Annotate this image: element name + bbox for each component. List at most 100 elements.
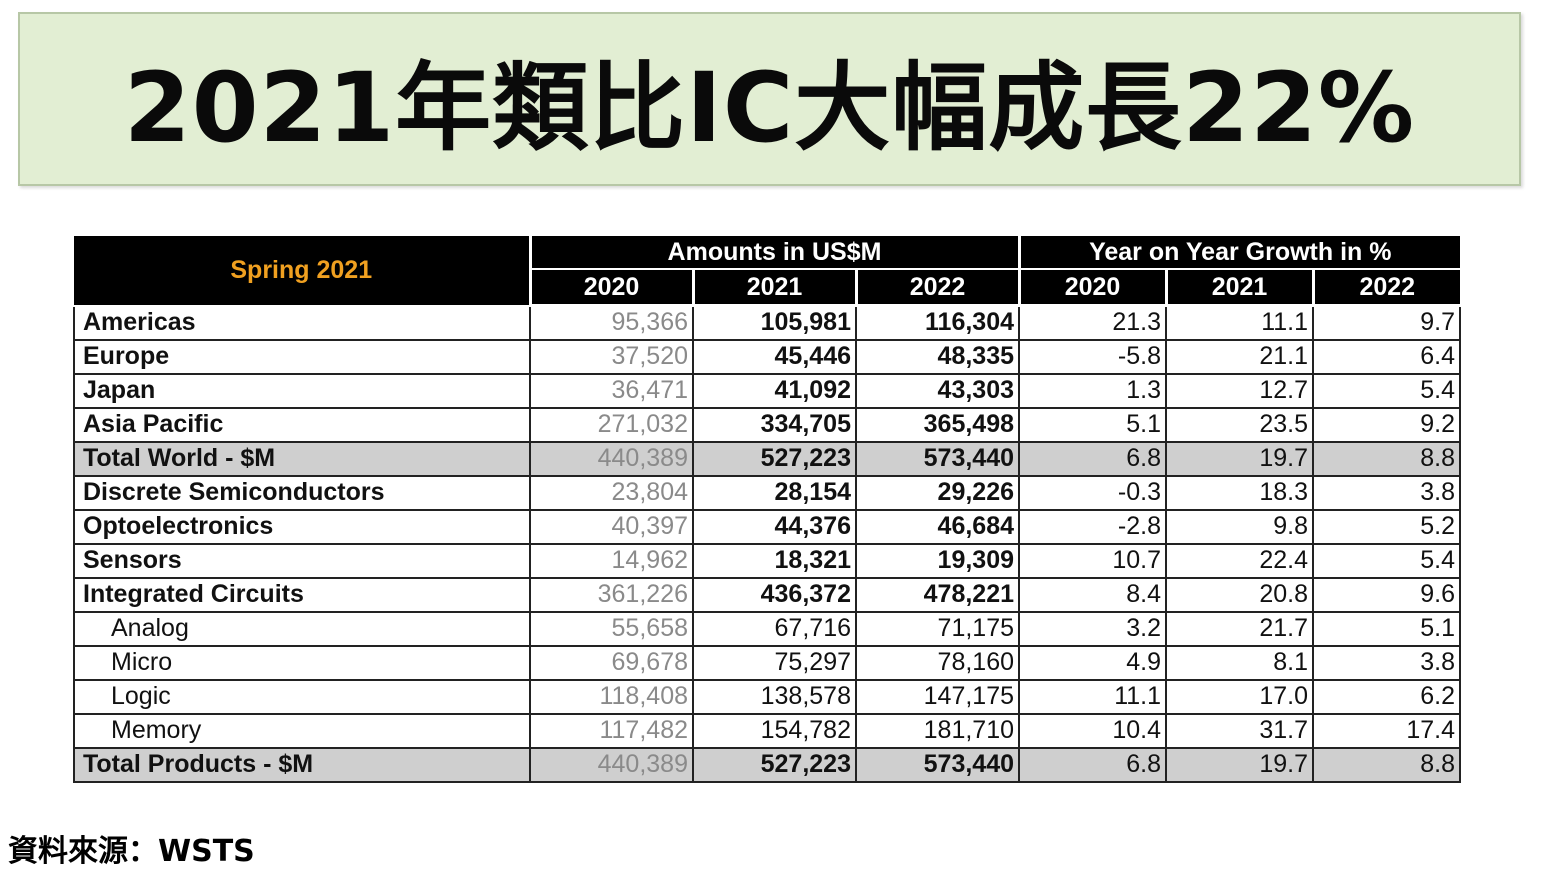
growth-cell: 3.8 xyxy=(1312,644,1462,681)
amount-cell: 41,092 xyxy=(692,372,857,409)
amount-cell: 14,962 xyxy=(529,542,694,579)
amount-cell: 527,223 xyxy=(692,440,857,477)
table-row: Europe 37,520 45,446 48,335 -5.8 21.1 6.4 xyxy=(73,338,1462,375)
growth-cell: 8.1 xyxy=(1165,644,1315,681)
growth-cell: 22.4 xyxy=(1165,542,1315,579)
amount-cell: 44,376 xyxy=(692,508,857,545)
semiconductor-market-table: Spring 2021 Amounts in US$M Year on Year… xyxy=(73,236,1462,783)
table-row: Micro 69,678 75,297 78,160 4.9 8.1 3.8 xyxy=(73,644,1462,681)
growth-cell: 4.9 xyxy=(1018,644,1168,681)
growth-cell: 3.8 xyxy=(1312,474,1462,511)
amount-cell: 436,372 xyxy=(692,576,857,613)
table-row: Sensors 14,962 18,321 19,309 10.7 22.4 5.4 xyxy=(73,542,1462,579)
table-row: Discrete Semiconductors 23,804 28,154 29,22… xyxy=(73,474,1462,511)
row-label: Total World - $M xyxy=(73,440,531,477)
amount-cell: 181,710 xyxy=(854,712,1021,749)
amount-cell: 138,578 xyxy=(692,678,857,715)
growth-cell: 5.1 xyxy=(1018,406,1168,443)
amount-cell: 19,309 xyxy=(854,542,1021,579)
source-note: 資料來源：WSTS xyxy=(8,834,255,869)
row-label: Americas xyxy=(73,304,531,341)
amount-cell: 78,160 xyxy=(854,644,1021,681)
growth-cell: 8.8 xyxy=(1312,746,1462,783)
growth-cell: 6.8 xyxy=(1018,440,1168,477)
growth-cell: 17.4 xyxy=(1312,712,1462,749)
amount-cell: 573,440 xyxy=(854,440,1021,477)
table-row: Japan 36,471 41,092 43,303 1.3 12.7 5.4 xyxy=(73,372,1462,409)
amount-cell: 29,226 xyxy=(854,474,1021,511)
amount-cell: 478,221 xyxy=(854,576,1021,613)
amount-cell: 67,716 xyxy=(692,610,857,647)
growth-cell: 6.2 xyxy=(1312,678,1462,715)
growth-year-header: 2022 xyxy=(1311,269,1461,307)
table-total-row: Total Products - $M 440,389 527,223 573,440… xyxy=(73,746,1462,783)
growth-cell: 12.7 xyxy=(1165,372,1315,409)
growth-cell: 31.7 xyxy=(1165,712,1315,749)
growth-cell: 6.4 xyxy=(1312,338,1462,375)
growth-cell: 19.7 xyxy=(1165,440,1315,477)
amount-cell: 23,804 xyxy=(529,474,694,511)
amount-cell: 55,658 xyxy=(529,610,694,647)
amount-cell: 440,389 xyxy=(529,746,694,783)
amount-cell: 95,366 xyxy=(529,304,694,341)
row-label: Optoelectronics xyxy=(73,508,531,545)
row-label: Memory xyxy=(73,712,531,749)
amount-cell: 117,482 xyxy=(529,712,694,749)
table-row: Logic 118,408 138,578 147,175 11.1 17.0 6.2 xyxy=(73,678,1462,715)
growth-cell: 1.3 xyxy=(1018,372,1168,409)
amount-cell: 527,223 xyxy=(692,746,857,783)
table-row: Memory 117,482 154,782 181,710 10.4 31.7 17.4 xyxy=(73,712,1462,749)
amount-cell: 116,304 xyxy=(854,304,1021,341)
growth-cell: 18.3 xyxy=(1165,474,1315,511)
growth-cell: 20.8 xyxy=(1165,576,1315,613)
amount-year-header: 2021 xyxy=(691,269,856,307)
growth-cell: 5.4 xyxy=(1312,542,1462,579)
amount-cell: 40,397 xyxy=(529,508,694,545)
row-label: Europe xyxy=(73,338,531,375)
amount-cell: 147,175 xyxy=(854,678,1021,715)
row-label: Discrete Semiconductors xyxy=(73,474,531,511)
amount-cell: 45,446 xyxy=(692,338,857,375)
row-label: Total Products - $M xyxy=(73,746,531,783)
amount-year-header: 2020 xyxy=(528,269,693,307)
table-row: Americas 95,366 105,981 116,304 21.3 11.1 9.7 xyxy=(73,304,1462,341)
amount-cell: 36,471 xyxy=(529,372,694,409)
row-label: Integrated Circuits xyxy=(73,576,531,613)
growth-year-header: 2021 xyxy=(1164,269,1314,307)
table-row: Asia Pacific 271,032 334,705 365,498 5.1 23.5… xyxy=(73,406,1462,443)
amount-cell: 43,303 xyxy=(854,372,1021,409)
growth-cell: -0.3 xyxy=(1018,474,1168,511)
table-row: Optoelectronics 40,397 44,376 46,684 -2.8 9.8… xyxy=(73,508,1462,545)
table-body: Americas 95,366 105,981 116,304 21.3 11.1 9.7 E… xyxy=(73,304,1462,783)
table-corner-label: Spring 2021 xyxy=(74,236,530,307)
amount-cell: 18,321 xyxy=(692,542,857,579)
growth-cell: 17.0 xyxy=(1165,678,1315,715)
growth-cell: 23.5 xyxy=(1165,406,1315,443)
table-row: Analog 55,658 67,716 71,175 3.2 21.7 5.1 xyxy=(73,610,1462,647)
row-label: Sensors xyxy=(73,542,531,579)
growth-cell: 21.7 xyxy=(1165,610,1315,647)
growth-cell: -5.8 xyxy=(1018,338,1168,375)
growth-group-header: Year on Year Growth in % xyxy=(1017,236,1461,270)
growth-cell: 5.2 xyxy=(1312,508,1462,545)
growth-cell: 8.4 xyxy=(1018,576,1168,613)
row-label: Japan xyxy=(73,372,531,409)
growth-cell: 10.7 xyxy=(1018,542,1168,579)
amount-year-header: 2022 xyxy=(854,269,1020,307)
growth-cell: 8.8 xyxy=(1312,440,1462,477)
row-label: Micro xyxy=(73,644,531,681)
title-banner: 2021年類比IC大幅成長22% xyxy=(18,12,1521,186)
growth-cell: 9.8 xyxy=(1165,508,1315,545)
growth-cell: 11.1 xyxy=(1165,304,1315,341)
amount-cell: 37,520 xyxy=(529,338,694,375)
growth-cell: 9.2 xyxy=(1312,406,1462,443)
amount-cell: 271,032 xyxy=(529,406,694,443)
amount-cell: 105,981 xyxy=(692,304,857,341)
growth-cell: 5.4 xyxy=(1312,372,1462,409)
amount-cell: 154,782 xyxy=(692,712,857,749)
table-total-row: Total World - $M 440,389 527,223 573,440 6.8… xyxy=(73,440,1462,477)
growth-year-header: 2020 xyxy=(1017,269,1167,307)
growth-cell: 9.6 xyxy=(1312,576,1462,613)
growth-cell: 3.2 xyxy=(1018,610,1168,647)
amount-cell: 71,175 xyxy=(854,610,1021,647)
